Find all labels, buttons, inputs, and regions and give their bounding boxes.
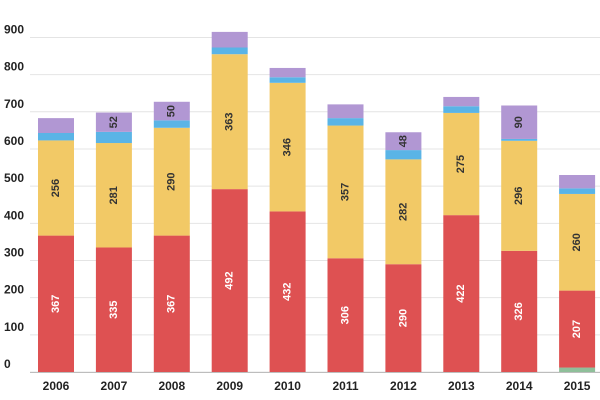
data-label-2015-series-2: 207 [571, 320, 583, 338]
data-label-2013-series-3: 275 [455, 155, 467, 173]
bar-2008-series-3 [153, 127, 190, 236]
y-tick-label: 900 [4, 22, 24, 36]
bars [38, 31, 596, 372]
data-label-2014-series-5: 90 [513, 116, 525, 128]
bar-2006-series-4 [38, 132, 74, 141]
data-label-2009-series-2: 492 [224, 271, 236, 289]
bar-2007-series-2 [95, 247, 132, 372]
x-tick-label-2015: 2015 [564, 379, 591, 393]
data-labels: 367 256 335 281 52 367 290 50 492 363 432 346 306 357… [50, 105, 583, 338]
data-label-2008-series-5: 50 [166, 105, 178, 117]
x-tick-label-2014: 2014 [506, 379, 533, 393]
bar-2014-series-2 [501, 250, 538, 372]
bar-2008-series-4 [153, 120, 190, 128]
bar-2013-series-2 [443, 215, 480, 372]
data-label-2014-series-3: 296 [513, 187, 525, 205]
x-axis: 2006 2007 2008 2009 2010 2011 2012 2013 2014 2015 [30, 372, 600, 393]
data-label-2008-series-2: 367 [166, 295, 178, 313]
bar-2015-series-1 [559, 367, 596, 372]
bar-2008-series-2 [153, 235, 190, 372]
bar-2009-series-4 [211, 47, 248, 55]
bar-2010-series-4 [269, 77, 306, 83]
bar-2013-series-3 [443, 112, 480, 216]
bar-2015-series-2 [559, 290, 596, 368]
bar-2009-series-3 [211, 54, 248, 190]
data-label-2010-series-3: 346 [282, 138, 294, 156]
y-tick-label: 200 [4, 283, 24, 297]
data-label-2007-series-2: 335 [108, 301, 120, 319]
bar-2015-series-3 [559, 193, 596, 291]
y-tick-label: 600 [4, 134, 24, 148]
bar-2014-series-3 [501, 140, 538, 251]
bar-2009-series-2 [211, 189, 248, 372]
x-tick-label-2010: 2010 [274, 379, 301, 393]
bar-2006-series-5 [38, 118, 74, 133]
data-label-2012-series-5: 48 [397, 135, 409, 147]
data-label-2011-series-2: 306 [339, 306, 351, 324]
bar-2008-series-5 [153, 101, 190, 121]
x-tick-label-2012: 2012 [390, 379, 417, 393]
x-tick-label-2007: 2007 [101, 379, 128, 393]
bar-2009-series-5 [211, 31, 248, 48]
x-tick-label-2009: 2009 [216, 379, 243, 393]
bar-2012-series-5 [385, 132, 422, 151]
data-label-2012-series-3: 282 [397, 203, 409, 221]
bar-2011-series-5 [327, 104, 364, 119]
y-tick-label: 0 [4, 357, 11, 371]
bar-2011-series-2 [327, 258, 364, 372]
data-label-2012-series-2: 290 [397, 309, 409, 327]
y-axis: 0 100 200 300 400 500 600 700 800 900 [4, 22, 24, 371]
bar-2010-series-2 [269, 211, 306, 372]
bar-2014-series-4 [501, 138, 538, 141]
x-tick-label-2008: 2008 [158, 379, 185, 393]
data-label-2015-series-3: 260 [571, 233, 583, 251]
bar-2011-series-3 [327, 125, 364, 259]
bar-2007-series-5 [95, 112, 132, 132]
data-label-2007-series-5: 52 [108, 116, 120, 128]
bar-2015-series-4 [559, 188, 596, 194]
bar-2013-series-4 [443, 106, 480, 113]
data-label-2006-series-2: 367 [50, 295, 62, 313]
bar-2006-series-2 [38, 235, 74, 372]
y-tick-label: 700 [4, 97, 24, 111]
x-tick-label-2013: 2013 [448, 379, 475, 393]
y-tick-label: 300 [4, 245, 24, 259]
bar-2011-series-4 [327, 118, 364, 126]
data-label-2007-series-3: 281 [108, 186, 120, 204]
data-label-2006-series-3: 256 [50, 179, 62, 197]
bar-2015-series-5 [559, 174, 596, 189]
y-tick-label: 100 [4, 320, 24, 334]
bar-2007-series-4 [95, 131, 132, 144]
bar-2012-series-3 [385, 159, 422, 265]
data-label-2010-series-2: 432 [282, 283, 294, 301]
y-tick-label: 800 [4, 60, 24, 74]
x-tick-label-2011: 2011 [332, 379, 358, 393]
y-tick-label: 500 [4, 171, 24, 185]
data-label-2014-series-2: 326 [513, 302, 525, 320]
bar-2010-series-5 [269, 67, 306, 78]
bar-2006-series-3 [38, 140, 74, 236]
bar-2012-series-2 [385, 264, 422, 372]
x-tick-label-2006: 2006 [43, 379, 70, 393]
data-label-2008-series-3: 290 [166, 173, 178, 191]
data-label-2013-series-2: 422 [455, 284, 467, 302]
bar-2010-series-3 [269, 82, 306, 212]
bar-2007-series-3 [95, 143, 132, 248]
data-label-2011-series-3: 357 [339, 183, 351, 201]
data-label-2009-series-3: 363 [224, 112, 236, 130]
bar-2014-series-5 [501, 105, 538, 139]
bar-2012-series-4 [385, 150, 422, 160]
y-tick-label: 400 [4, 208, 24, 222]
bar-2013-series-5 [443, 96, 480, 107]
